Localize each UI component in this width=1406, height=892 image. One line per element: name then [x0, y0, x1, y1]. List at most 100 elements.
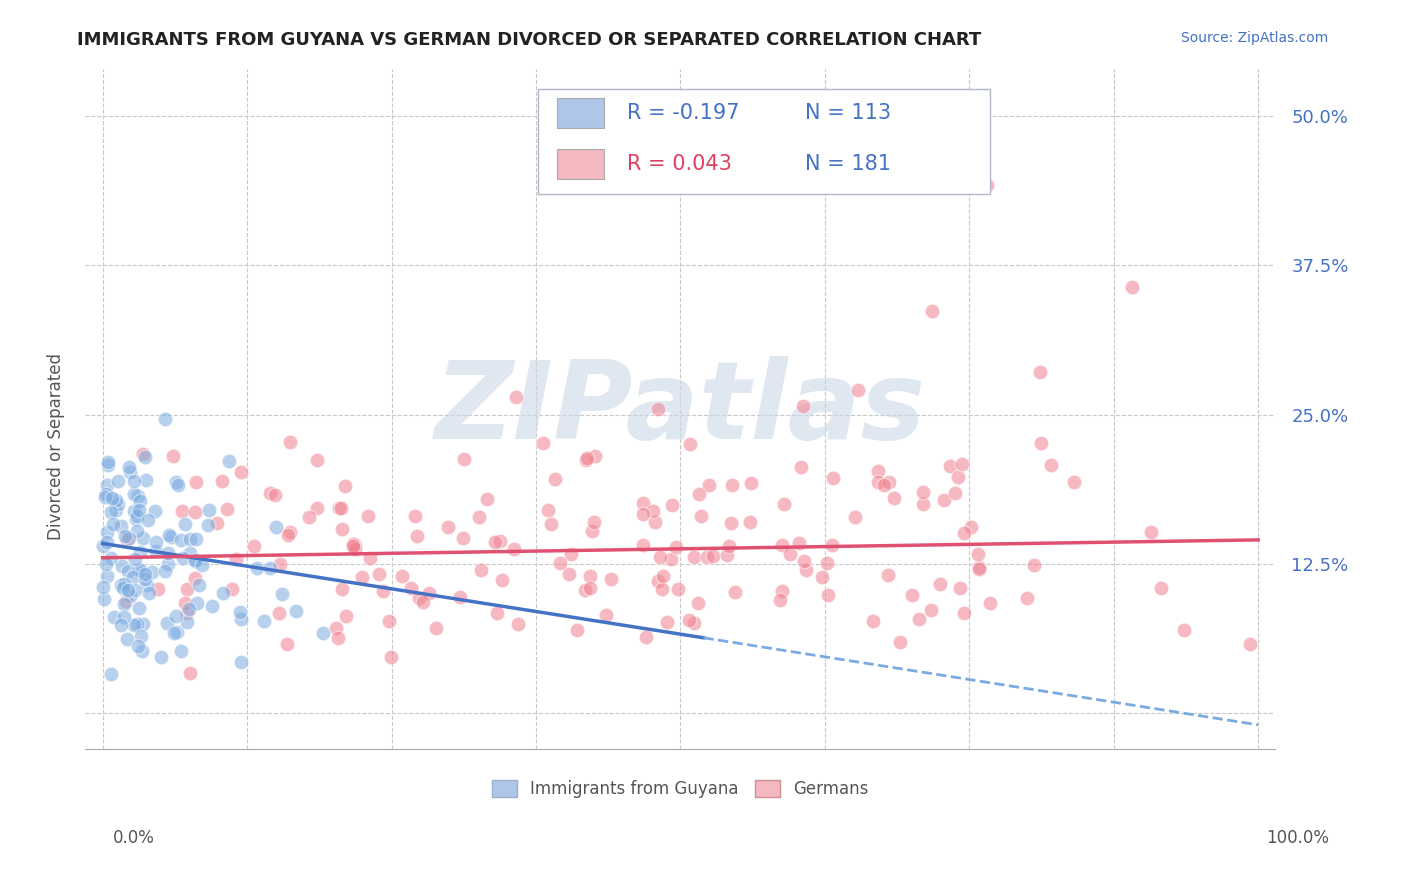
Point	[177, 602, 200, 616]
Point	[770, 538, 793, 552]
Point	[176, 606, 198, 620]
Point	[122, 474, 145, 488]
Point	[267, 607, 290, 621]
Point	[146, 582, 169, 596]
Point	[307, 500, 329, 515]
Point	[172, 550, 194, 565]
Point	[720, 516, 742, 531]
Point	[844, 509, 866, 524]
Point	[145, 543, 167, 558]
Point	[96, 568, 118, 582]
Point	[702, 549, 724, 564]
Point	[127, 524, 149, 538]
Point	[470, 563, 492, 577]
Point	[129, 563, 152, 577]
Point	[815, 556, 838, 570]
Text: 0.0%: 0.0%	[112, 829, 155, 847]
Point	[548, 556, 571, 570]
Point	[228, 605, 250, 619]
Point	[790, 459, 813, 474]
Point	[868, 475, 890, 489]
Text: Source: ZipAtlas.com: Source: ZipAtlas.com	[1181, 31, 1329, 45]
Point	[124, 552, 146, 566]
Point	[889, 634, 911, 648]
Point	[1239, 637, 1261, 651]
Point	[631, 496, 654, 510]
Point	[879, 475, 901, 489]
Point	[540, 516, 562, 531]
Point	[112, 581, 135, 595]
Point	[579, 581, 602, 595]
Point	[153, 412, 176, 426]
Point	[162, 449, 184, 463]
Point	[558, 566, 581, 581]
Point	[134, 573, 156, 587]
Point	[96, 478, 118, 492]
Point	[792, 399, 814, 413]
Point	[976, 178, 998, 193]
Point	[141, 565, 163, 579]
Point	[1039, 458, 1062, 473]
Point	[93, 591, 115, 606]
Point	[114, 529, 136, 543]
Point	[115, 533, 138, 547]
Point	[325, 622, 347, 636]
Point	[883, 491, 905, 505]
Point	[163, 626, 186, 640]
Point	[128, 601, 150, 615]
Point	[117, 564, 139, 578]
Point	[110, 577, 132, 591]
Point	[773, 497, 796, 511]
Point	[231, 612, 253, 626]
Point	[953, 606, 976, 620]
Point	[131, 531, 153, 545]
Point	[243, 539, 266, 553]
Point	[1140, 525, 1163, 540]
Point	[717, 539, 740, 553]
Point	[908, 612, 931, 626]
Point	[329, 501, 352, 516]
Point	[271, 587, 294, 601]
FancyBboxPatch shape	[557, 149, 605, 178]
Point	[683, 615, 706, 630]
Point	[342, 537, 364, 551]
Point	[128, 545, 150, 559]
Point	[740, 475, 762, 490]
Point	[468, 510, 491, 524]
Point	[651, 582, 673, 596]
Point	[543, 472, 565, 486]
Point	[866, 464, 889, 478]
Point	[583, 515, 606, 529]
Point	[132, 616, 155, 631]
Point	[502, 541, 524, 556]
Point	[280, 525, 302, 540]
Text: N = 181: N = 181	[806, 153, 891, 174]
Point	[264, 519, 287, 533]
Point	[297, 510, 319, 524]
Point	[848, 384, 870, 398]
Point	[929, 576, 952, 591]
Point	[103, 610, 125, 624]
Point	[769, 593, 792, 607]
Point	[595, 608, 617, 623]
Point	[912, 497, 935, 511]
Point	[197, 518, 219, 533]
Point	[647, 574, 669, 589]
Point	[312, 626, 335, 640]
Point	[682, 550, 704, 565]
Point	[779, 547, 801, 561]
Point	[453, 452, 475, 467]
Point	[122, 487, 145, 501]
Point	[160, 530, 183, 544]
Point	[117, 582, 139, 597]
Point	[118, 465, 141, 479]
Point	[657, 615, 679, 629]
Point	[145, 534, 167, 549]
Point	[276, 637, 298, 651]
Point	[118, 531, 141, 545]
Point	[716, 548, 738, 562]
Point	[136, 513, 159, 527]
Point	[344, 539, 367, 553]
Point	[120, 589, 142, 603]
Point	[212, 586, 235, 600]
